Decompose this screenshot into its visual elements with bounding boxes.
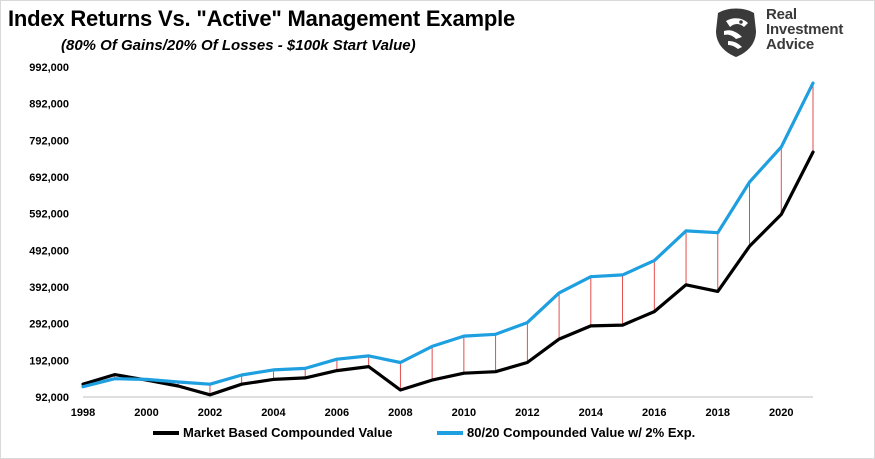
y-tick-label: 292,000 (29, 319, 69, 331)
y-tick-label: 592,000 (29, 209, 69, 221)
brand-line-2: Investment (766, 21, 844, 38)
y-tick-label: 92,000 (35, 392, 69, 404)
eagle-head-icon (716, 8, 756, 57)
brand-line-1: Real (766, 6, 797, 23)
x-axis-labels: 1998 2000 2002 2004 2006 2008 2010 2012 2014 2016… (71, 407, 794, 419)
x-tick-label: 2010 (452, 407, 476, 419)
y-tick-label: 692,000 (29, 172, 69, 184)
y-tick-label: 792,000 (29, 135, 69, 147)
x-tick-label: 1998 (71, 407, 95, 419)
legend-item-market: Market Based Compounded Value (153, 425, 393, 440)
brand-logo: Real Investment Advice (714, 5, 864, 65)
x-tick-label: 2008 (388, 407, 412, 419)
brand-name: Real Investment Advice (766, 7, 843, 52)
x-tick-label: 2018 (706, 407, 730, 419)
series-lines (81, 81, 815, 397)
y-tick-label: 492,000 (29, 245, 69, 257)
x-tick-label: 2000 (134, 407, 158, 419)
y-axis-labels: 92,000 192,000 292,000 392,000 492,000 592,00… (29, 62, 69, 404)
y-tick-label: 892,000 (29, 99, 69, 111)
series-line-8020 (81, 81, 815, 389)
x-tick-label: 2004 (261, 407, 286, 419)
legend-swatch-8020 (437, 430, 463, 435)
legend-swatch-market (153, 430, 179, 435)
x-tick-label: 2002 (198, 407, 222, 419)
y-tick-label: 192,000 (29, 355, 69, 367)
legend-label-8020: 80/20 Compounded Value w/ 2% Exp. (467, 425, 696, 440)
x-tick-label: 2016 (642, 407, 666, 419)
series-line-market (81, 150, 815, 397)
x-tick-label: 2012 (515, 407, 539, 419)
y-tick-label: 392,000 (29, 282, 69, 294)
chart-title: Index Returns Vs. "Active" Management Ex… (8, 6, 516, 31)
x-tick-label: 2020 (769, 407, 793, 419)
difference-lines (82, 83, 814, 395)
x-tick-label: 2014 (579, 407, 604, 419)
chart-plot: 92,000 192,000 292,000 392,000 492,000 592,00… (29, 62, 815, 419)
chart-subtitle: (80% Of Gains/20% Of Losses - $100k Star… (61, 37, 416, 54)
chart-legend: Market Based Compounded Value 80/20 Comp… (1, 425, 875, 445)
legend-item-8020: 80/20 Compounded Value w/ 2% Exp. (437, 425, 695, 440)
y-tick-label: 992,000 (29, 62, 69, 74)
x-tick-label: 2006 (325, 407, 349, 419)
brand-line-3: Advice (766, 36, 814, 53)
legend-label-market: Market Based Compounded Value (183, 425, 393, 440)
